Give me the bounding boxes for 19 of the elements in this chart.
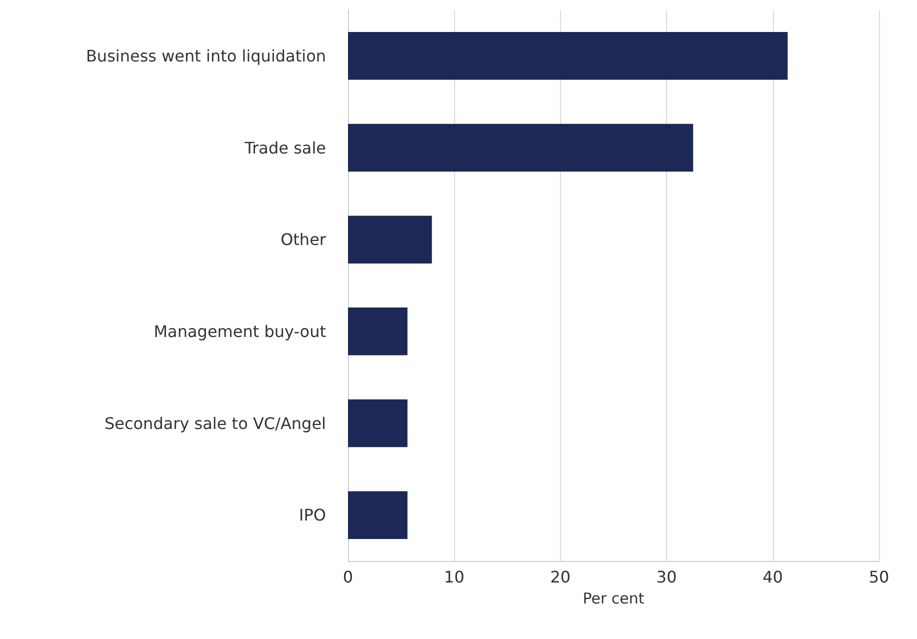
bar <box>348 491 408 539</box>
bar <box>348 216 432 264</box>
y-tick-label: Secondary sale to VC/Angel <box>104 414 326 433</box>
y-tick-label: Management buy-out <box>154 322 326 341</box>
y-tick-label: Trade sale <box>244 138 326 158</box>
x-axis-title: Per cent <box>582 590 644 608</box>
bar <box>348 399 408 448</box>
y-tick-label: Other <box>280 230 326 250</box>
x-tick-label: 0 <box>342 568 354 586</box>
y-tick-label: Business went into liquidation <box>86 46 326 66</box>
x-tick-label: 30 <box>656 568 677 586</box>
y-tick-label: IPO <box>299 506 326 525</box>
x-tick-label: 20 <box>550 568 571 586</box>
x-tick-label: 40 <box>762 568 783 586</box>
x-tick-label: 10 <box>444 568 464 586</box>
bar <box>348 32 788 80</box>
bar <box>348 124 694 172</box>
bar <box>348 308 408 356</box>
x-tick-label: 50 <box>868 568 890 586</box>
